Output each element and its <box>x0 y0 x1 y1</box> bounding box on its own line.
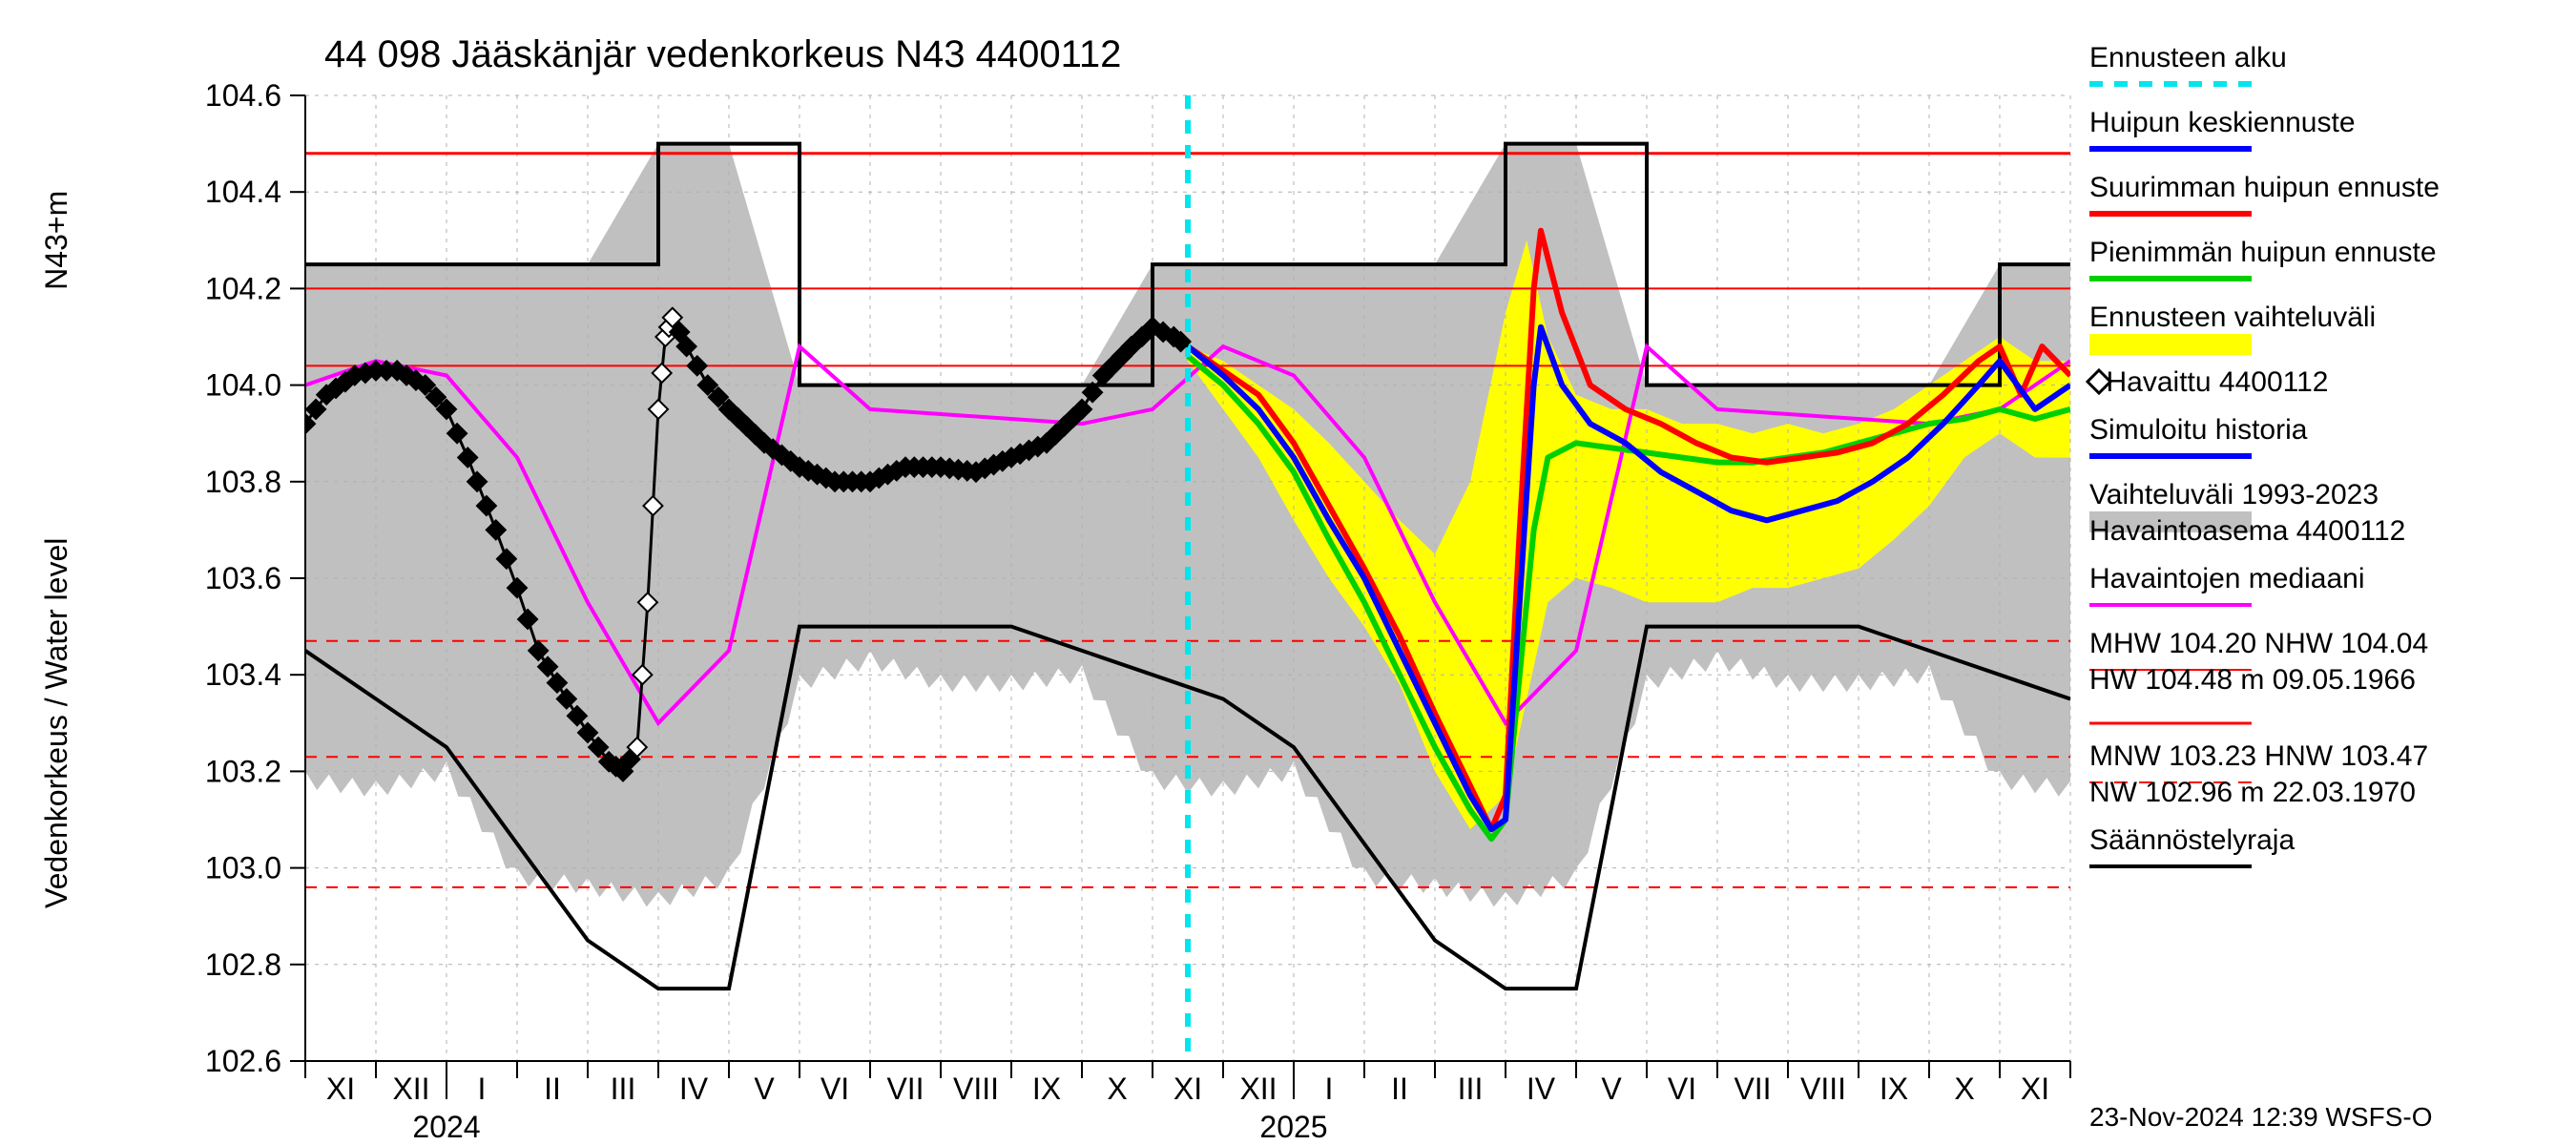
chart-title: 44 098 Jääskänjär vedenkorkeus N43 44001… <box>324 33 1121 75</box>
x-tick-label: V <box>1601 1072 1622 1106</box>
x-tick-label: VI <box>1668 1072 1696 1106</box>
x-tick-label: X <box>1107 1072 1127 1106</box>
y-tick-label: 103.2 <box>205 754 281 788</box>
y-tick-label: 102.6 <box>205 1044 281 1078</box>
y-tick-label: 104.4 <box>205 175 281 209</box>
x-tick-label: XII <box>1239 1072 1277 1106</box>
y-tick-label: 103.8 <box>205 465 281 499</box>
x-tick-label: I <box>478 1072 487 1106</box>
x-tick-label: II <box>544 1072 561 1106</box>
legend-label-hw_block: MHW 104.20 NHW 104.04 <box>2089 628 2428 659</box>
legend-label-hw_block-2: HW 104.48 m 09.05.1966 <box>2089 664 2416 696</box>
y-tick-label: 103.4 <box>205 657 281 692</box>
x-tick-label: XI <box>2021 1072 2049 1106</box>
x-tick-label: XI <box>326 1072 355 1106</box>
legend-label-observed: =Havaittu 4400112 <box>2089 366 2328 398</box>
y-tick-label: 103.0 <box>205 851 281 885</box>
legend-label-max_forecast: Suurimman huipun ennuste <box>2089 172 2440 203</box>
y-tick-label: 104.2 <box>205 271 281 305</box>
legend-label-forecast_band: Ennusteen vaihteluväli <box>2089 302 2376 333</box>
x-tick-label: XII <box>392 1072 429 1106</box>
legend-label-nw_block-2: NW 102.96 m 22.03.1970 <box>2089 777 2416 808</box>
y-axis-label-top: N43+m <box>39 191 73 290</box>
x-tick-label: IV <box>1527 1072 1556 1106</box>
y-axis-label-bottom: Vedenkorkeus / Water level <box>39 538 73 908</box>
x-tick-label: III <box>611 1072 636 1106</box>
y-tick-label: 104.6 <box>205 78 281 113</box>
y-tick-label: 103.6 <box>205 561 281 595</box>
x-tick-label: II <box>1391 1072 1408 1106</box>
footer-text: 23-Nov-2024 12:39 WSFS-O <box>2089 1102 2433 1132</box>
legend-label-median_hist: Havaintojen mediaani <box>2089 563 2365 594</box>
x-tick-label: I <box>1325 1072 1334 1106</box>
legend-label-hist_band-2: Havaintoasema 4400112 <box>2089 515 2405 547</box>
x-tick-label: III <box>1458 1072 1484 1106</box>
x-tick-label: VI <box>821 1072 849 1106</box>
legend-label-median_forecast: Huipun keskiennuste <box>2089 107 2356 138</box>
x-tick-label: XI <box>1174 1072 1202 1106</box>
x-tick-label: X <box>1954 1072 1974 1106</box>
x-tick-label: VII <box>1734 1072 1771 1106</box>
chart-svg: 102.6 102.8 103.0 103.2 103.4 103.6 103.8 104.0… <box>0 0 2576 1145</box>
x-tick-label: IX <box>1880 1072 1908 1106</box>
legend-label-nw_block: MNW 103.23 HNW 103.47 <box>2089 740 2428 772</box>
legend-label-sim_history: Simuloitu historia <box>2089 414 2308 446</box>
year-label: 2025 <box>1259 1110 1327 1144</box>
x-tick-label: VII <box>886 1072 924 1106</box>
y-tick-label: 102.8 <box>205 947 281 982</box>
legend-label-regulation: Säännöstelyraja <box>2089 824 2295 856</box>
x-tick-label: V <box>754 1072 775 1106</box>
y-tick-label: 104.0 <box>205 368 281 403</box>
legend-label-hist_band: Vaihteluväli 1993-2023 <box>2089 479 2379 510</box>
legend-label-forecast_start: Ennusteen alku <box>2089 42 2287 73</box>
x-tick-label: IX <box>1032 1072 1061 1106</box>
x-tick-label: VIII <box>1800 1072 1846 1106</box>
year-label: 2024 <box>412 1110 480 1144</box>
chart-container: 102.6 102.8 103.0 103.2 103.4 103.6 103.8 104.0… <box>0 0 2576 1145</box>
x-tick-label: IV <box>679 1072 709 1106</box>
x-tick-label: VIII <box>953 1072 999 1106</box>
legend-label-min_forecast: Pienimmän huipun ennuste <box>2089 237 2437 268</box>
